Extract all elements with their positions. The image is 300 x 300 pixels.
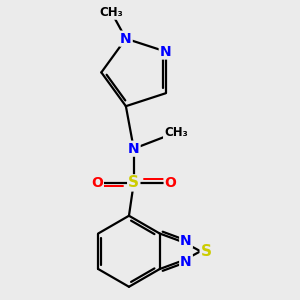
Text: N: N [120, 32, 132, 46]
Text: O: O [165, 176, 176, 190]
Text: CH₃: CH₃ [100, 6, 123, 19]
Text: O: O [91, 176, 103, 190]
Text: S: S [201, 244, 212, 259]
Text: N: N [180, 255, 192, 269]
Text: CH₃: CH₃ [164, 126, 188, 140]
Text: N: N [128, 142, 140, 156]
Text: S: S [128, 176, 139, 190]
Text: N: N [160, 44, 171, 58]
Text: N: N [180, 234, 192, 248]
